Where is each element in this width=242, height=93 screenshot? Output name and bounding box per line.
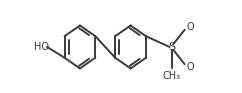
- Text: S: S: [168, 42, 175, 52]
- Text: O: O: [187, 62, 195, 72]
- Text: O: O: [187, 22, 195, 32]
- Text: CH₃: CH₃: [163, 71, 181, 81]
- Text: HO: HO: [34, 42, 49, 52]
